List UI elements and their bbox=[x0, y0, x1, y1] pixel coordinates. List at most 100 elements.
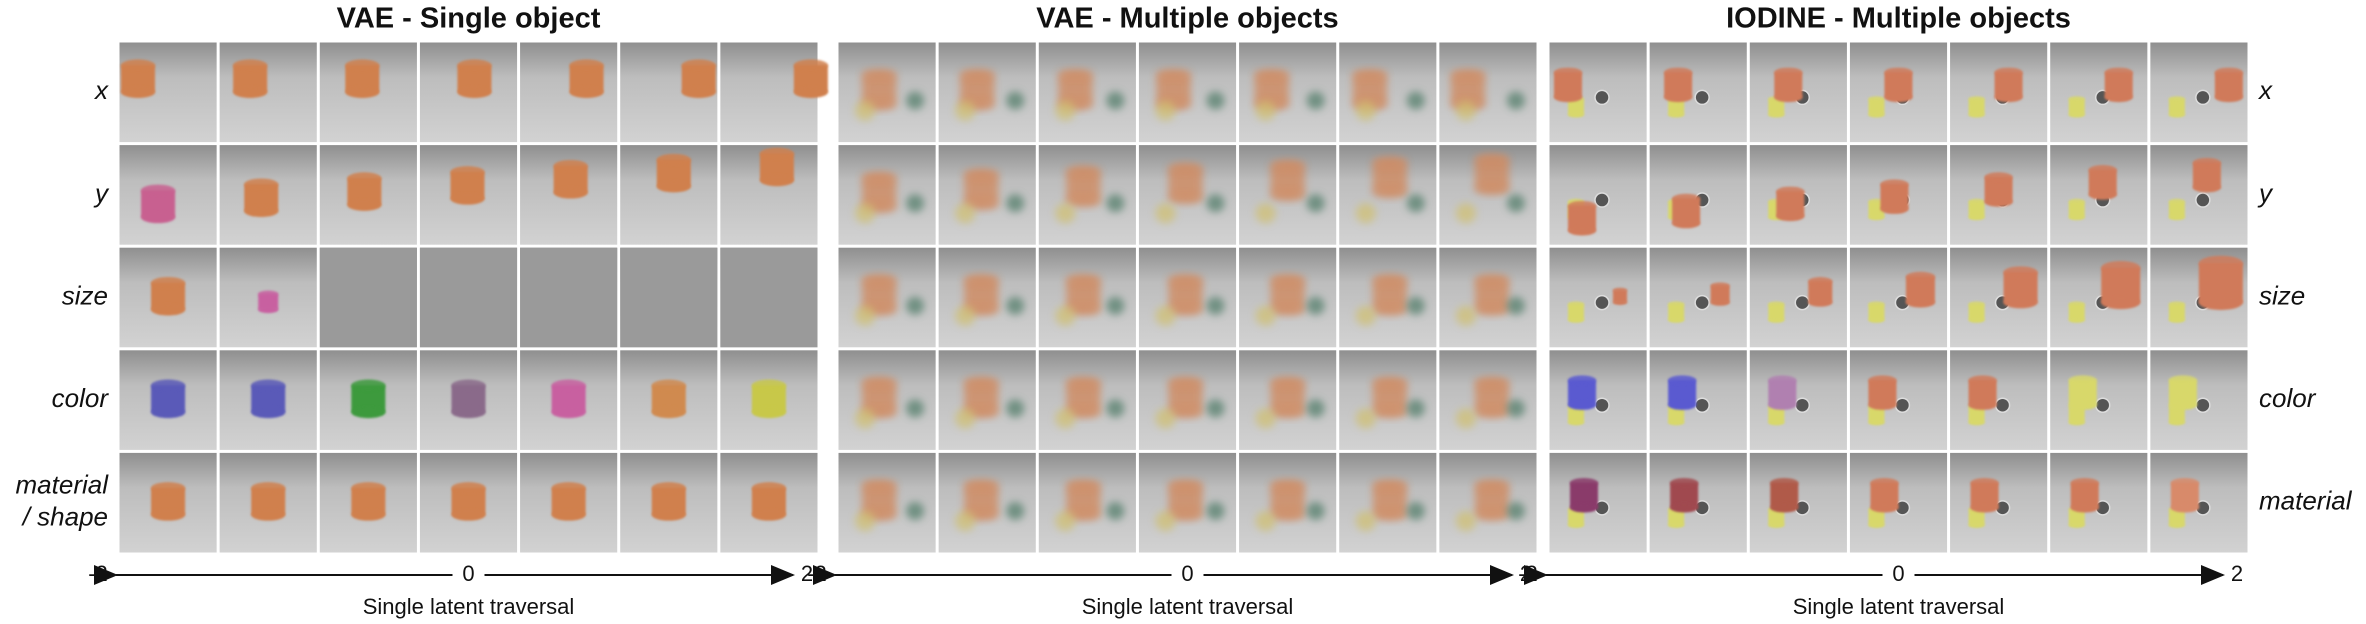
thumbnail bbox=[419, 247, 518, 348]
object-bottom bbox=[681, 86, 716, 98]
object bbox=[2168, 201, 2185, 218]
row-label: / shape bbox=[21, 502, 108, 532]
object-top bbox=[1968, 198, 1985, 205]
thumbnail bbox=[1239, 247, 1337, 348]
object-top bbox=[862, 479, 897, 491]
object-bottom bbox=[457, 86, 492, 98]
thumbnail bbox=[2150, 247, 2248, 348]
thumbnail bbox=[1549, 350, 1647, 450]
object-bottom bbox=[2101, 296, 2141, 310]
thumbnail bbox=[2150, 452, 2248, 553]
object-bottom bbox=[451, 509, 486, 521]
thumbnail bbox=[1549, 452, 1647, 553]
object bbox=[1968, 509, 1985, 526]
thumbnail bbox=[319, 42, 417, 143]
object-top bbox=[1372, 156, 1407, 168]
object bbox=[1306, 502, 1325, 521]
panel-title: IODINE - Multiple objects bbox=[1726, 3, 2071, 35]
object bbox=[1255, 511, 1276, 532]
object-top bbox=[1905, 271, 1935, 282]
object-bottom bbox=[351, 509, 386, 521]
thumbnail bbox=[1649, 42, 1747, 143]
object-top bbox=[1774, 67, 1803, 77]
object-top bbox=[1970, 477, 1999, 488]
object-bottom bbox=[1066, 509, 1101, 521]
object-bottom bbox=[1968, 400, 1997, 410]
object bbox=[955, 511, 976, 532]
object-bottom bbox=[1168, 304, 1203, 316]
object-top bbox=[450, 166, 485, 178]
blank bbox=[720, 247, 818, 348]
row-label: material bbox=[16, 470, 110, 500]
thumbnail bbox=[1138, 350, 1237, 450]
thumbnail bbox=[1950, 145, 2048, 245]
blank bbox=[520, 247, 618, 348]
thumbnail bbox=[1649, 247, 1747, 348]
object bbox=[1768, 509, 1785, 526]
axis-mid: 0 bbox=[1892, 561, 1904, 586]
object-bottom bbox=[1984, 197, 2013, 207]
thumbnail bbox=[1239, 350, 1337, 450]
thumbnail bbox=[419, 452, 518, 553]
object-top bbox=[656, 153, 691, 166]
object-bottom bbox=[651, 509, 686, 521]
thumbnail bbox=[1749, 452, 1847, 553]
object bbox=[1568, 509, 1584, 526]
row-label: color bbox=[52, 383, 110, 413]
axis-min: -2 bbox=[807, 561, 827, 586]
object-top bbox=[1672, 193, 1701, 204]
object bbox=[906, 296, 925, 315]
object-bottom bbox=[1884, 92, 1913, 103]
object bbox=[1406, 91, 1425, 110]
object-top bbox=[1968, 301, 1985, 307]
object bbox=[1506, 194, 1525, 213]
object-bottom bbox=[1372, 406, 1407, 419]
thumbnail bbox=[838, 145, 936, 245]
object-top bbox=[1570, 477, 1598, 488]
object bbox=[1794, 294, 1811, 311]
object-top bbox=[1058, 68, 1093, 81]
object-bottom bbox=[1970, 503, 1999, 513]
object bbox=[1868, 98, 1885, 115]
object-top bbox=[964, 274, 999, 286]
thumbnail bbox=[219, 145, 317, 245]
thumbnail bbox=[520, 452, 618, 553]
thumbnail bbox=[1339, 145, 1437, 245]
object bbox=[1968, 304, 1985, 321]
thumbnail bbox=[2050, 247, 2148, 348]
object bbox=[1206, 296, 1225, 315]
object-top bbox=[759, 147, 794, 160]
object-bottom bbox=[1968, 420, 1985, 426]
object-bottom bbox=[2068, 420, 2085, 426]
axis-max: 2 bbox=[801, 561, 813, 586]
object-top bbox=[751, 482, 786, 494]
object-bottom bbox=[258, 306, 279, 314]
object bbox=[1568, 406, 1584, 423]
object-bottom bbox=[2170, 503, 2199, 513]
object bbox=[2068, 509, 2085, 526]
object-top bbox=[1710, 282, 1730, 289]
object-bottom bbox=[2168, 522, 2185, 528]
object bbox=[1968, 406, 1985, 423]
object-top bbox=[1568, 375, 1596, 385]
thumbnail bbox=[1649, 145, 1747, 245]
thumbnail bbox=[1749, 145, 1847, 245]
object bbox=[2094, 397, 2111, 413]
object bbox=[1594, 89, 1610, 106]
object-bottom bbox=[347, 199, 382, 211]
object bbox=[1255, 203, 1276, 224]
object-bottom bbox=[2168, 400, 2197, 410]
thumbnail bbox=[620, 145, 718, 245]
thumbnail bbox=[1138, 452, 1237, 553]
object bbox=[1594, 294, 1610, 311]
row-label: size bbox=[2259, 280, 2305, 310]
object bbox=[1794, 397, 1811, 413]
object bbox=[1568, 304, 1584, 321]
thumbnail bbox=[2050, 350, 2148, 450]
object bbox=[2068, 406, 2085, 423]
object-bottom bbox=[2168, 214, 2185, 221]
object-bottom bbox=[551, 406, 586, 419]
thumbnail bbox=[319, 350, 417, 450]
panel-title: VAE - Single object bbox=[337, 3, 601, 35]
